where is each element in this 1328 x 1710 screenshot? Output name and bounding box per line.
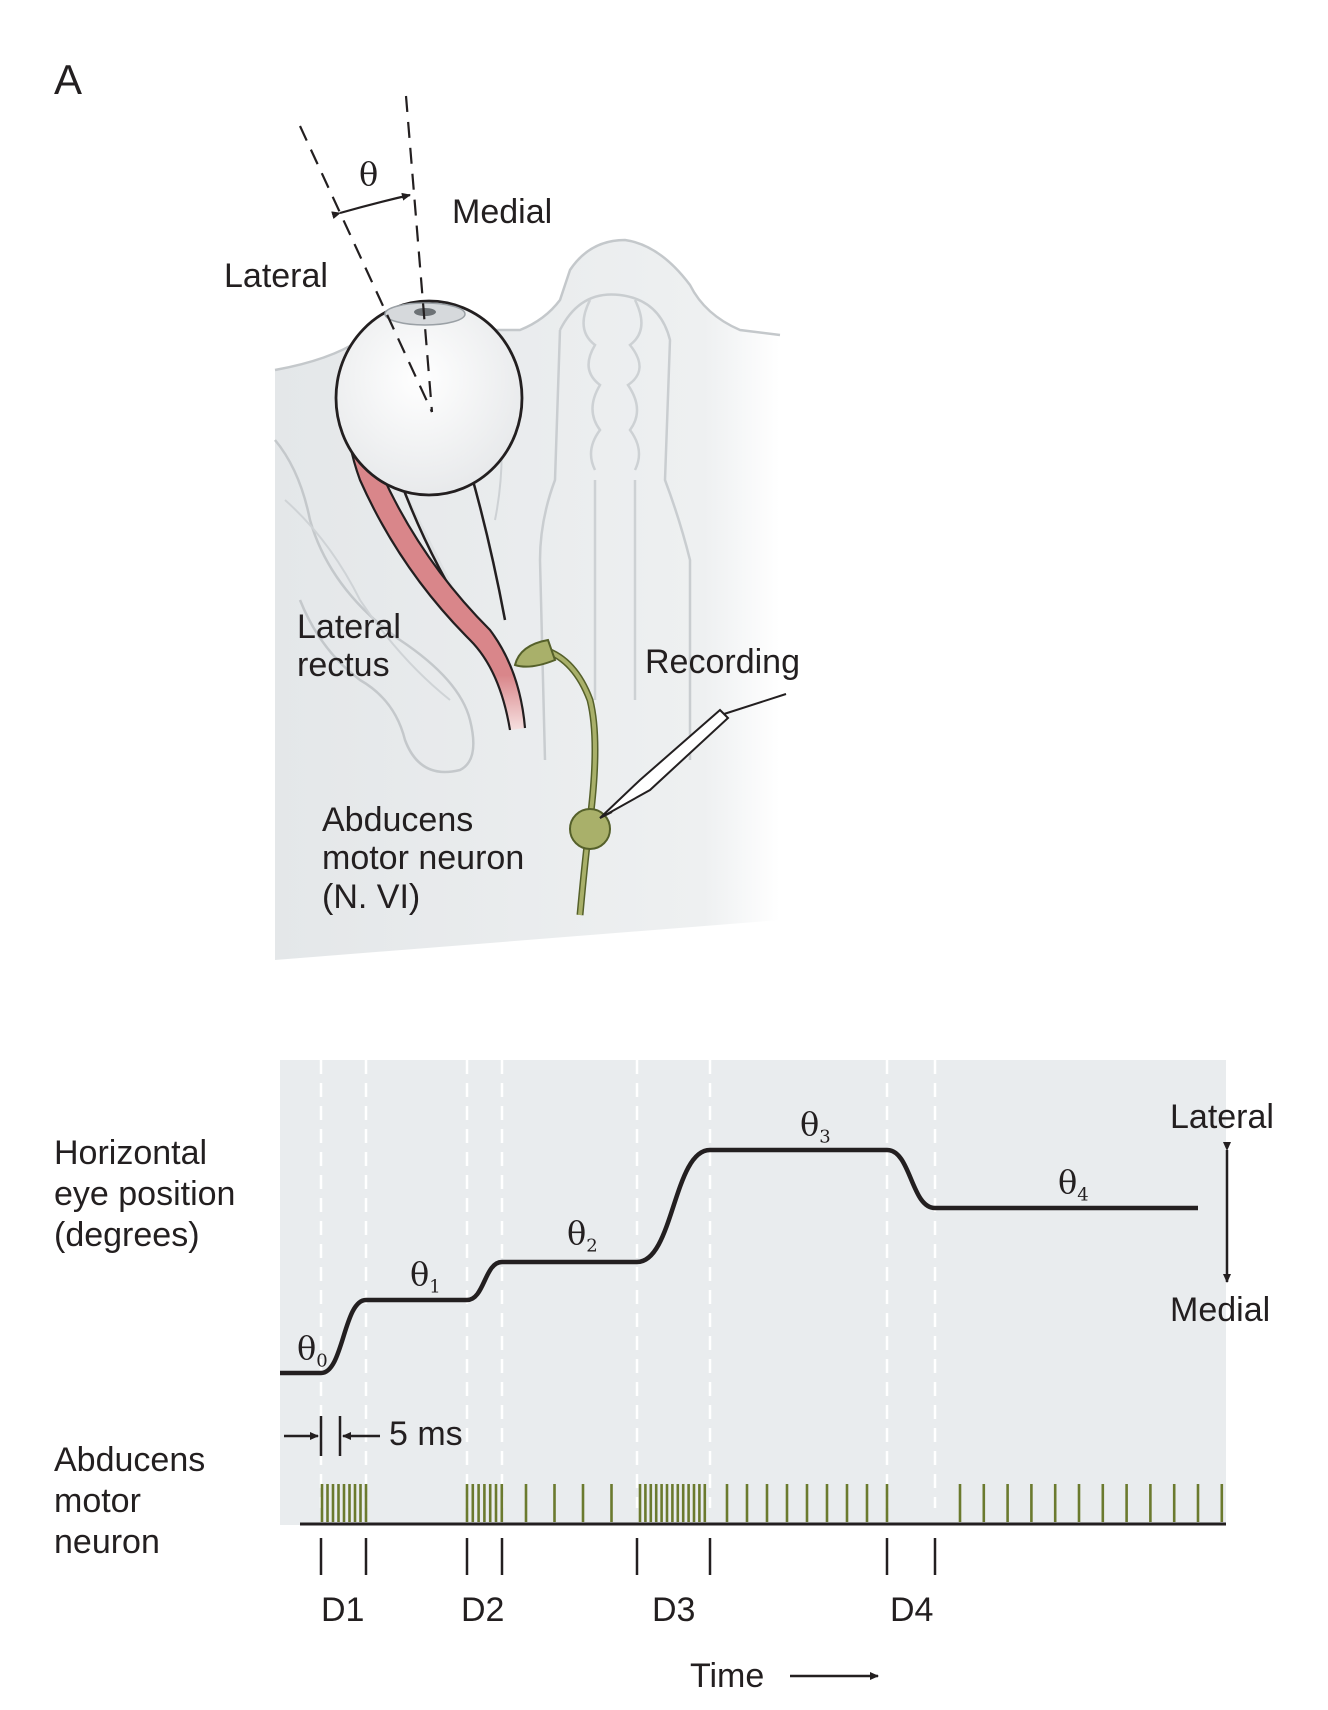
gaze-angle [299, 95, 434, 413]
neuromuscular-terminal [513, 638, 557, 668]
trace-ylabel-line1: Horizontal [54, 1134, 208, 1172]
medial-label: Medial [452, 193, 553, 231]
neuron-label-line3: (N. VI) [322, 878, 421, 916]
eyeball-sphere [334, 299, 524, 497]
duration-label-d3: D3 [652, 1591, 696, 1629]
panel-label: A [54, 56, 83, 103]
lateral-rectus-muscle [346, 365, 525, 730]
electrode-wire [723, 693, 787, 715]
neuron-label-line1: Abducens [322, 801, 474, 839]
theta3-label: θ3 [800, 1105, 831, 1148]
trace-ylabel-line3: (degrees) [54, 1216, 200, 1254]
spike-train [320, 1484, 1224, 1522]
theta0-label: θ0 [297, 1329, 328, 1372]
direction-lateral-label: Lateral [1170, 1098, 1274, 1136]
eyeball [334, 299, 524, 497]
duration-label-d4: D4 [890, 1591, 934, 1629]
theta1-label: θ1 [410, 1255, 441, 1298]
lateral-rectus-label-line1: Lateral [297, 608, 401, 646]
spike-row-label-line2: motor [54, 1482, 141, 1520]
theta2-label: θ2 [567, 1214, 598, 1257]
neuron-soma [569, 808, 611, 850]
recording-label: Recording [645, 643, 800, 681]
latency-marker [284, 1416, 380, 1456]
spike-row-label-line1: Abducens [54, 1441, 206, 1479]
trace-panel-background [280, 1060, 1226, 1525]
direction-medial-label: Medial [1170, 1291, 1271, 1329]
gaze-line-medial [404, 95, 434, 413]
nasal-septum [538, 293, 692, 761]
theta4-label: θ4 [1058, 1163, 1089, 1206]
duration-ticks [319, 1538, 937, 1575]
neuron-label-line2: motor neuron [322, 839, 525, 877]
spike-row-label-line3: neuron [54, 1523, 160, 1561]
lateral-label: Lateral [224, 257, 328, 295]
time-label: Time [690, 1657, 765, 1695]
duration-label-d1: D1 [321, 1591, 365, 1629]
recording-electrode [599, 693, 787, 819]
nasal-turbinate-left [582, 299, 602, 700]
electrode-tip [599, 811, 613, 819]
angle-label: θ [359, 155, 379, 193]
latency-label: 5 ms [389, 1415, 463, 1453]
angle-arc-arrow [331, 192, 411, 220]
orbit-outline [274, 439, 475, 774]
nasal-turbinate-right [626, 299, 643, 700]
neuron-axon-fill [544, 648, 597, 916]
orbit-inner [284, 499, 451, 701]
trace-ylabel-line2: eye position [54, 1175, 236, 1213]
eye-position-trace [280, 1147, 1198, 1376]
duration-label-d2: D2 [461, 1591, 505, 1629]
gaze-line-lateral [299, 125, 433, 413]
pupil-icon [414, 308, 436, 316]
lateral-rectus-label-line2: rectus [297, 646, 390, 684]
abducens-neuron [513, 638, 611, 916]
